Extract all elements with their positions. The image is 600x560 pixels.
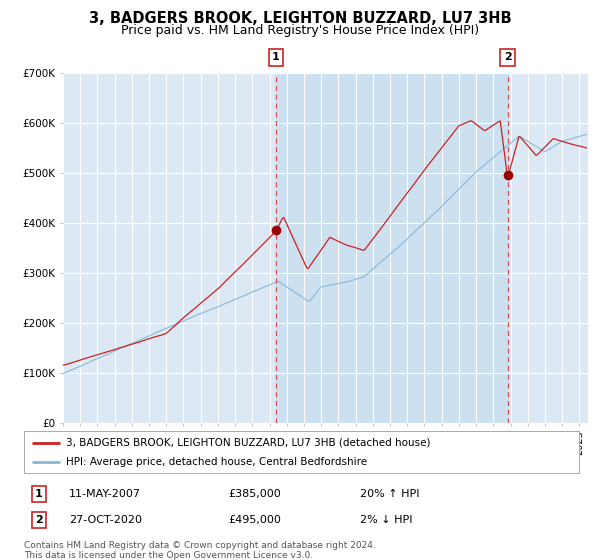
- Text: 2% ↓ HPI: 2% ↓ HPI: [360, 515, 413, 525]
- Text: £495,000: £495,000: [228, 515, 281, 525]
- Text: £385,000: £385,000: [228, 489, 281, 499]
- Text: 2: 2: [504, 52, 511, 62]
- Text: Price paid vs. HM Land Registry's House Price Index (HPI): Price paid vs. HM Land Registry's House …: [121, 24, 479, 36]
- Text: 20% ↑ HPI: 20% ↑ HPI: [360, 489, 419, 499]
- Text: HPI: Average price, detached house, Central Bedfordshire: HPI: Average price, detached house, Cent…: [65, 457, 367, 467]
- Text: 2: 2: [35, 515, 43, 525]
- Text: 27-OCT-2020: 27-OCT-2020: [69, 515, 142, 525]
- Text: 3, BADGERS BROOK, LEIGHTON BUZZARD, LU7 3HB: 3, BADGERS BROOK, LEIGHTON BUZZARD, LU7 …: [89, 11, 511, 26]
- Text: 1: 1: [272, 52, 280, 62]
- Text: 1: 1: [35, 489, 43, 499]
- Bar: [276, 73, 508, 423]
- Text: 11-MAY-2007: 11-MAY-2007: [69, 489, 141, 499]
- Text: Contains HM Land Registry data © Crown copyright and database right 2024.
This d: Contains HM Land Registry data © Crown c…: [24, 541, 376, 560]
- Text: 3, BADGERS BROOK, LEIGHTON BUZZARD, LU7 3HB (detached house): 3, BADGERS BROOK, LEIGHTON BUZZARD, LU7 …: [65, 437, 430, 447]
